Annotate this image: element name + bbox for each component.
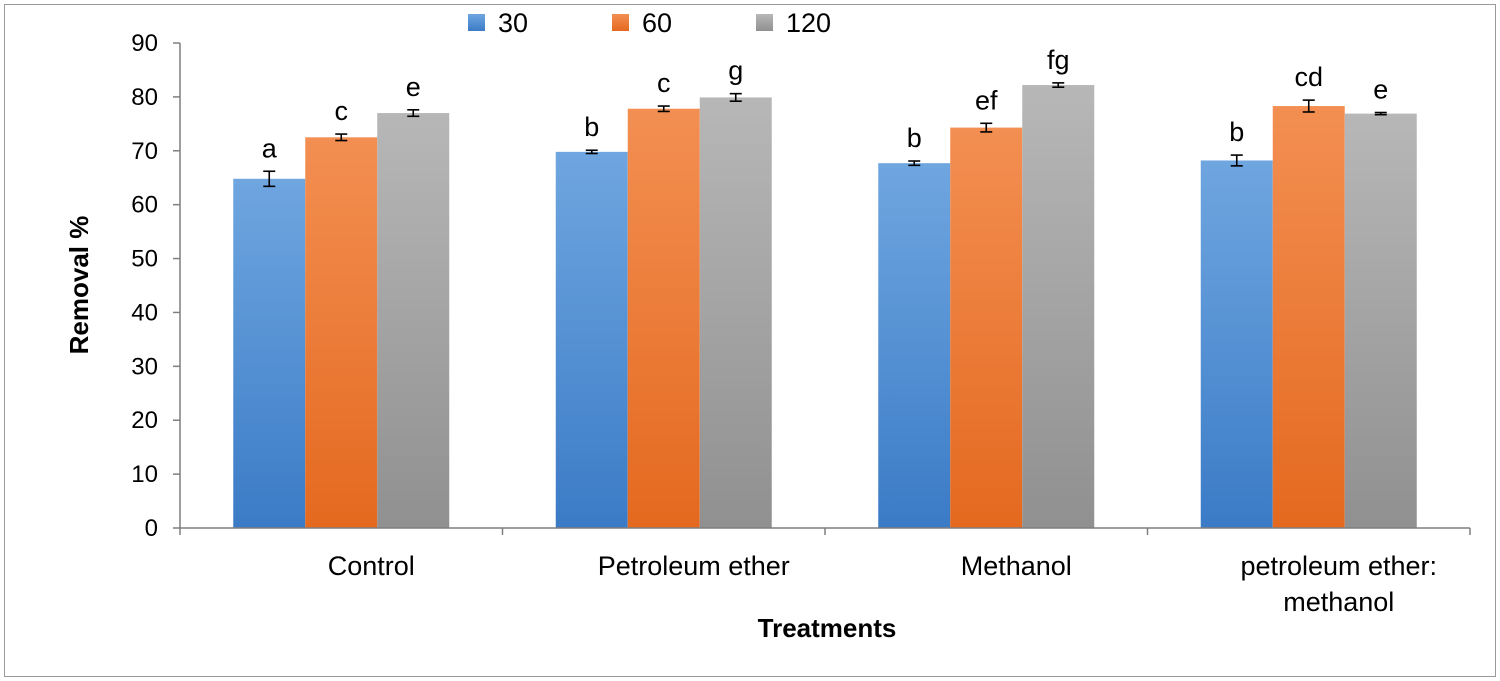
bar-series-60 (950, 127, 1023, 528)
legend-label: 60 (642, 8, 672, 38)
significance-letter: g (728, 56, 743, 86)
significance-letter: b (584, 112, 599, 142)
y-axis-title: Removal % (64, 216, 94, 355)
bar-series-30 (1200, 160, 1273, 528)
bar-series-120 (1022, 85, 1095, 529)
x-tick-label: Control (328, 551, 415, 581)
significance-letter: c (335, 96, 349, 126)
x-axis-title: Treatments (758, 613, 897, 643)
bar-series-30 (878, 163, 951, 528)
y-tick-label: 20 (131, 407, 158, 434)
bar-series-60 (627, 108, 700, 528)
x-axis: Control Petroleum ether Methanol petroleum … (179, 527, 1471, 617)
x-tick-label: Petroleum ether (598, 551, 790, 581)
y-tick-label: 80 (131, 84, 158, 111)
x-tick-label: petroleum ether: (1240, 551, 1437, 581)
bar-series-30 (555, 151, 628, 528)
y-axis: 0 10 20 30 40 50 60 70 80 90 (131, 30, 181, 542)
bars-layer: a b b b c c ef cd e g fg e (233, 45, 1417, 529)
y-tick-label: 40 (131, 299, 158, 326)
y-tick-label: 30 (131, 353, 158, 380)
y-tick-label: 50 (131, 246, 158, 273)
significance-letter: cd (1294, 62, 1323, 92)
y-tick-label: 60 (131, 192, 158, 219)
y-tick-label: 70 (131, 138, 158, 165)
significance-letter: ef (975, 85, 998, 115)
legend-label: 120 (786, 8, 831, 38)
significance-letter: a (262, 133, 278, 163)
significance-letter: c (657, 68, 671, 98)
bar-series-120 (699, 97, 772, 528)
significance-letter: e (406, 72, 421, 102)
significance-letter: e (1373, 75, 1388, 105)
significance-letter: fg (1047, 45, 1070, 75)
legend: 30 60 120 (468, 8, 831, 38)
x-tick-label: Methanol (961, 551, 1072, 581)
y-tick-label: 90 (131, 30, 158, 57)
significance-letter: b (1229, 117, 1244, 147)
legend-swatch (468, 14, 485, 31)
y-tick-label: 0 (145, 515, 158, 542)
legend-swatch (612, 14, 629, 31)
bar-series-120 (377, 113, 450, 529)
bar-series-120 (1344, 113, 1417, 528)
legend-label: 30 (498, 8, 528, 38)
bar-series-60 (1272, 106, 1345, 529)
y-tick-label: 10 (131, 461, 158, 488)
significance-letter: b (907, 123, 922, 153)
legend-swatch (756, 14, 773, 31)
bar-series-30 (233, 178, 306, 529)
bar-series-60 (305, 137, 378, 529)
x-tick-label: methanol (1283, 587, 1394, 617)
